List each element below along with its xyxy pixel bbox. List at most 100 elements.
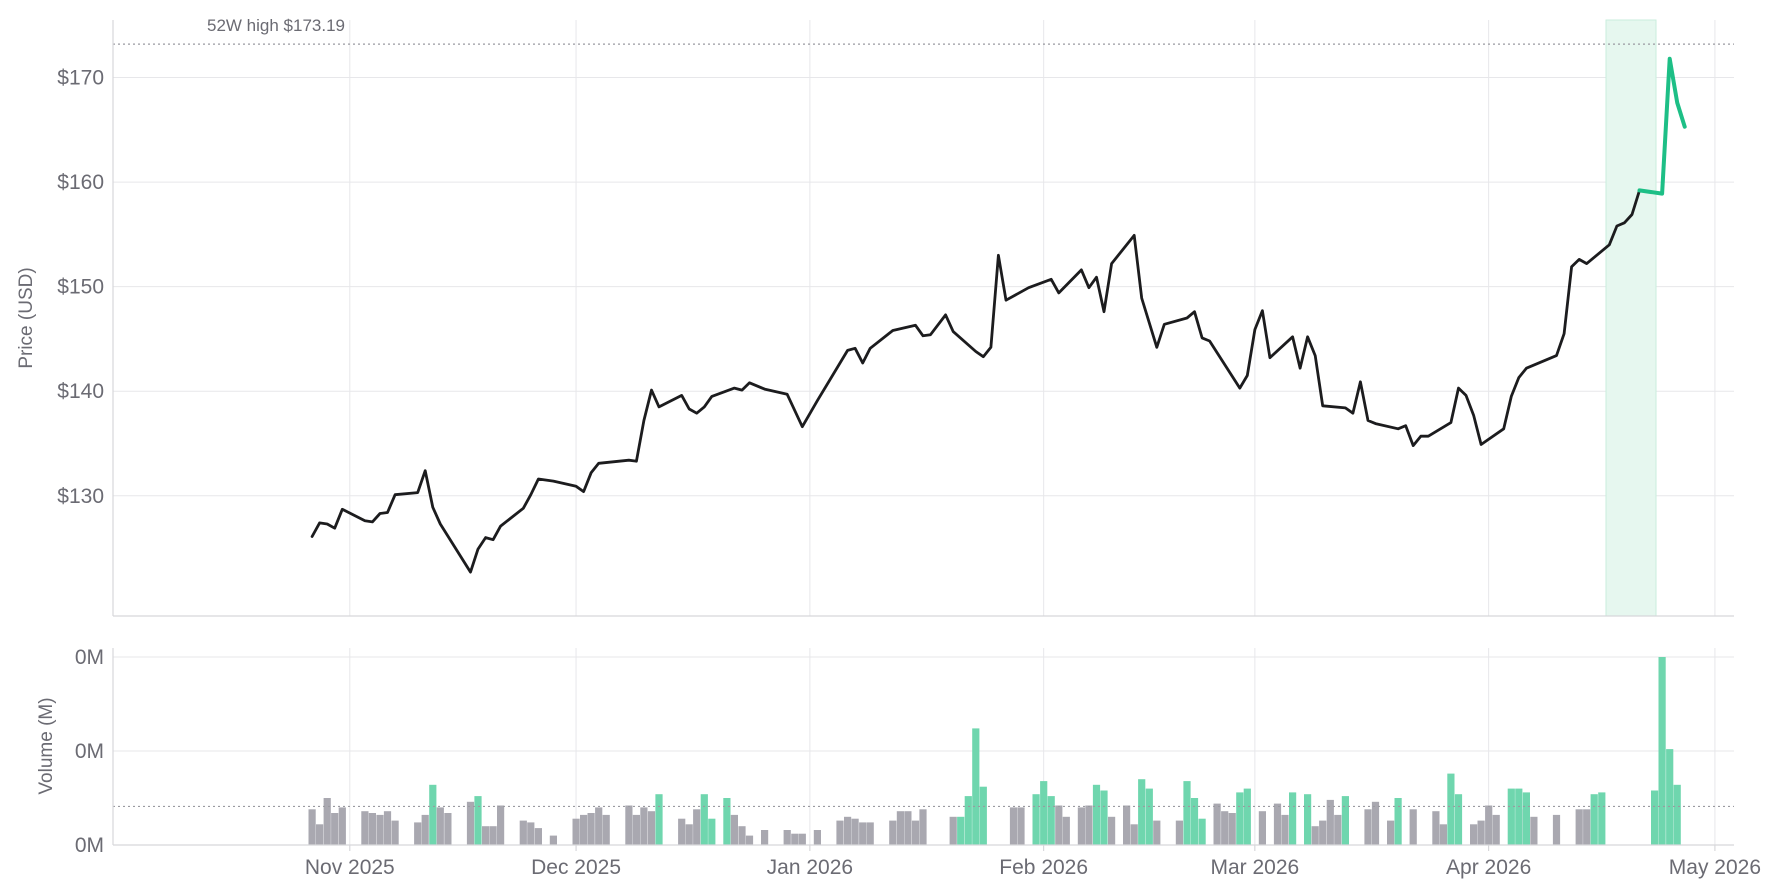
volume-bar xyxy=(866,822,874,845)
volume-bar xyxy=(1432,811,1440,845)
volume-bar xyxy=(625,805,633,845)
x-tick-label: Nov 2025 xyxy=(305,856,395,879)
volume-bar xyxy=(1153,820,1161,845)
52w-high-label: 52W high $173.19 xyxy=(207,16,345,35)
volume-bar xyxy=(376,814,384,845)
volume-bar xyxy=(1590,794,1598,845)
x-tick-label: Dec 2025 xyxy=(531,856,621,879)
volume-bar xyxy=(527,822,535,845)
volume-bar xyxy=(474,796,482,845)
volume-bar xyxy=(1651,790,1659,845)
volume-bar xyxy=(949,816,957,845)
volume-bar xyxy=(1009,807,1018,845)
volume-bar xyxy=(1311,826,1319,845)
volume-bar xyxy=(1447,773,1455,845)
volume-bar xyxy=(338,807,346,845)
volume-bar xyxy=(1371,801,1380,845)
volume-bar xyxy=(1507,788,1515,845)
volume-y-tick-label: 0M xyxy=(75,834,104,857)
volume-bar xyxy=(361,811,369,845)
volume-bar xyxy=(1198,818,1206,845)
volume-bar xyxy=(783,830,791,845)
volume-bar xyxy=(1138,779,1146,845)
volume-bar xyxy=(1100,790,1108,845)
volume-bar xyxy=(1190,798,1199,845)
volume-bar xyxy=(482,826,490,845)
volume-bar xyxy=(587,813,595,845)
volume-bar xyxy=(1281,814,1289,845)
volume-bar xyxy=(1575,809,1583,845)
volume-y-tick-labels: 0M 0M 0M xyxy=(75,646,104,857)
volume-bar xyxy=(444,813,452,845)
volume-bar xyxy=(1077,807,1085,845)
volume-bar xyxy=(1658,657,1666,845)
volume-bar xyxy=(693,809,701,845)
volume-bar xyxy=(1047,796,1055,845)
volume-bar xyxy=(1123,805,1131,845)
volume-bar xyxy=(904,811,912,845)
volume-bar xyxy=(640,807,648,845)
volume-bar xyxy=(859,822,867,845)
volume-bar xyxy=(1326,799,1334,845)
volume-bar xyxy=(1409,809,1417,845)
price-gridlines xyxy=(113,20,1734,616)
volume-bar xyxy=(534,828,542,845)
volume-bar xyxy=(1439,824,1447,845)
price-y-tick-label: $140 xyxy=(57,380,104,403)
x-tick-label: Mar 2026 xyxy=(1210,856,1299,879)
volume-panel: 0M 0M 0M Volume (M) xyxy=(36,646,1734,857)
volume-bar xyxy=(316,824,324,845)
volume-bar xyxy=(519,820,527,845)
volume-bar xyxy=(919,809,927,845)
price-y-tick-labels: $130 $140 $150 $160 $170 xyxy=(57,67,104,508)
volume-bar xyxy=(383,811,392,845)
volume-bar xyxy=(972,728,980,845)
volume-bar xyxy=(1032,794,1040,845)
volume-bar xyxy=(896,811,904,845)
volume-bar xyxy=(979,786,987,845)
volume-bar xyxy=(1319,820,1327,845)
volume-bar xyxy=(1492,814,1500,845)
volume-bar xyxy=(549,835,557,845)
volume-bar xyxy=(632,814,640,845)
price-series xyxy=(310,56,1687,574)
price-y-tick-label: $130 xyxy=(57,485,104,508)
volume-bar xyxy=(957,816,965,845)
volume-bar xyxy=(331,813,339,845)
volume-bar xyxy=(1062,816,1070,845)
volume-bar xyxy=(723,798,731,845)
price-line-highlight xyxy=(1637,56,1687,196)
volume-bar xyxy=(1364,809,1372,845)
x-tick-label: Feb 2026 xyxy=(999,856,1088,879)
volume-bar xyxy=(1213,803,1221,845)
volume-bar xyxy=(647,811,656,845)
volume-bar xyxy=(1175,820,1183,845)
volume-bar xyxy=(368,813,376,845)
volume-bar xyxy=(911,820,920,845)
volume-bar xyxy=(1522,792,1530,845)
volume-bar xyxy=(1454,794,1463,845)
volume-bar xyxy=(1334,814,1342,845)
volume-bar xyxy=(1258,811,1266,845)
highlight-band xyxy=(1605,19,1657,617)
volume-bar xyxy=(655,794,663,845)
volume-bar xyxy=(738,826,746,845)
volume-bar xyxy=(889,820,897,845)
volume-bar xyxy=(489,826,497,845)
volume-bar xyxy=(1228,813,1236,845)
volume-bar xyxy=(700,794,708,845)
x-tick-label: Jan 2026 xyxy=(767,856,853,879)
volume-bar xyxy=(1470,824,1478,845)
volume-bar xyxy=(685,824,693,845)
volume-y-tick-label: 0M xyxy=(75,646,104,669)
volume-bar xyxy=(391,820,399,845)
volume-bar xyxy=(798,833,806,845)
volume-bar xyxy=(791,833,799,845)
price-panel: 52W high $173.19 $130 $140 $150 $160 $170 Pr… xyxy=(16,16,1734,617)
volume-bar xyxy=(813,830,821,845)
volume-bar xyxy=(436,807,444,845)
price-axis-lines xyxy=(112,20,1734,617)
volume-bar xyxy=(1394,798,1402,845)
volume-bar xyxy=(1040,781,1048,845)
